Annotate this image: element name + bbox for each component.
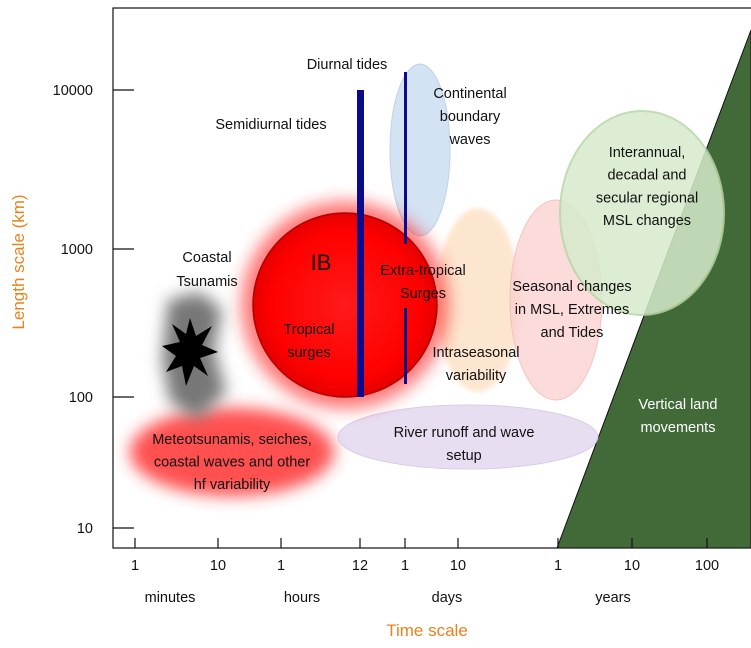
region-label: waves	[448, 132, 490, 148]
region-label: Intraseasonal	[432, 345, 519, 361]
x-tick-label: 12	[352, 558, 368, 574]
axes: 10000 1000 100 10 1 10 1 12 1 10 1 10 100 minutes hour…	[9, 83, 719, 640]
region-label: secular regional	[596, 190, 698, 206]
surge-circle	[252, 212, 438, 398]
region-label: setup	[446, 448, 481, 464]
x-tick-label: 10	[210, 558, 226, 574]
y-axis-title: Length scale (km)	[9, 194, 28, 329]
diurnal-bar-lower	[404, 308, 407, 384]
region-label: Coastal	[182, 250, 231, 266]
x-unit-label: minutes	[145, 590, 196, 606]
interannual-region	[559, 110, 725, 316]
y-tick-label: 100	[69, 390, 93, 406]
y-tick-label: 10	[77, 521, 93, 537]
region-label: movements	[641, 420, 716, 436]
region-label: hf variability	[194, 477, 271, 493]
x-unit-label: hours	[284, 590, 320, 606]
region-label: surges	[287, 345, 331, 361]
x-axis-title: Time scale	[386, 621, 468, 640]
region-label: Tsunamis	[176, 274, 237, 290]
diurnal-bar-upper	[404, 72, 407, 244]
y-tick-label: 1000	[61, 242, 93, 258]
x-tick-label: 10	[450, 558, 466, 574]
region-label: coastal waves and other	[154, 455, 311, 471]
x-tick-label: 1	[554, 558, 562, 574]
x-unit-label: years	[595, 590, 630, 606]
region-label: Continental	[433, 86, 506, 102]
region-label: Meteotsunamis, seiches,	[152, 432, 312, 448]
region-label: Diurnal tides	[307, 57, 388, 73]
x-tick-label: 1	[131, 558, 139, 574]
x-tick-label: 1	[277, 558, 285, 574]
region-label: Vertical land	[639, 397, 718, 413]
x-tick-label: 1	[401, 558, 409, 574]
region-label: Semidiurnal tides	[215, 117, 326, 133]
region-label: in MSL, Extremes	[515, 302, 629, 318]
region-label: and Tides	[541, 325, 604, 341]
region-label: Seasonal changes	[512, 279, 631, 295]
region-label: River runoff and wave	[394, 425, 535, 441]
region-label: Surges	[400, 286, 446, 302]
tsunami-star	[162, 318, 218, 386]
region-label: boundary	[440, 109, 501, 125]
y-tick-label: 10000	[53, 83, 93, 99]
river-runoff-region	[337, 404, 599, 470]
region-label: MSL changes	[603, 213, 691, 229]
meteotsunami-region	[130, 408, 334, 496]
x-tick-label: 100	[695, 558, 719, 574]
region-labels: Diurnal tides Semidiurnal tides Continenta…	[152, 57, 717, 493]
region-label: decadal and	[607, 168, 686, 184]
semidiurnal-bar	[357, 90, 364, 397]
intraseasonal-region	[436, 208, 520, 392]
plot-frame	[112, 7, 751, 549]
region-label: Interannual,	[609, 145, 686, 161]
region-label: IB	[311, 250, 332, 275]
x-unit-label: days	[432, 590, 463, 606]
region-label: Tropical	[283, 322, 334, 338]
region-label: Extra-tropical	[380, 263, 465, 279]
region-label: variability	[446, 368, 507, 384]
x-tick-label: 10	[624, 558, 640, 574]
